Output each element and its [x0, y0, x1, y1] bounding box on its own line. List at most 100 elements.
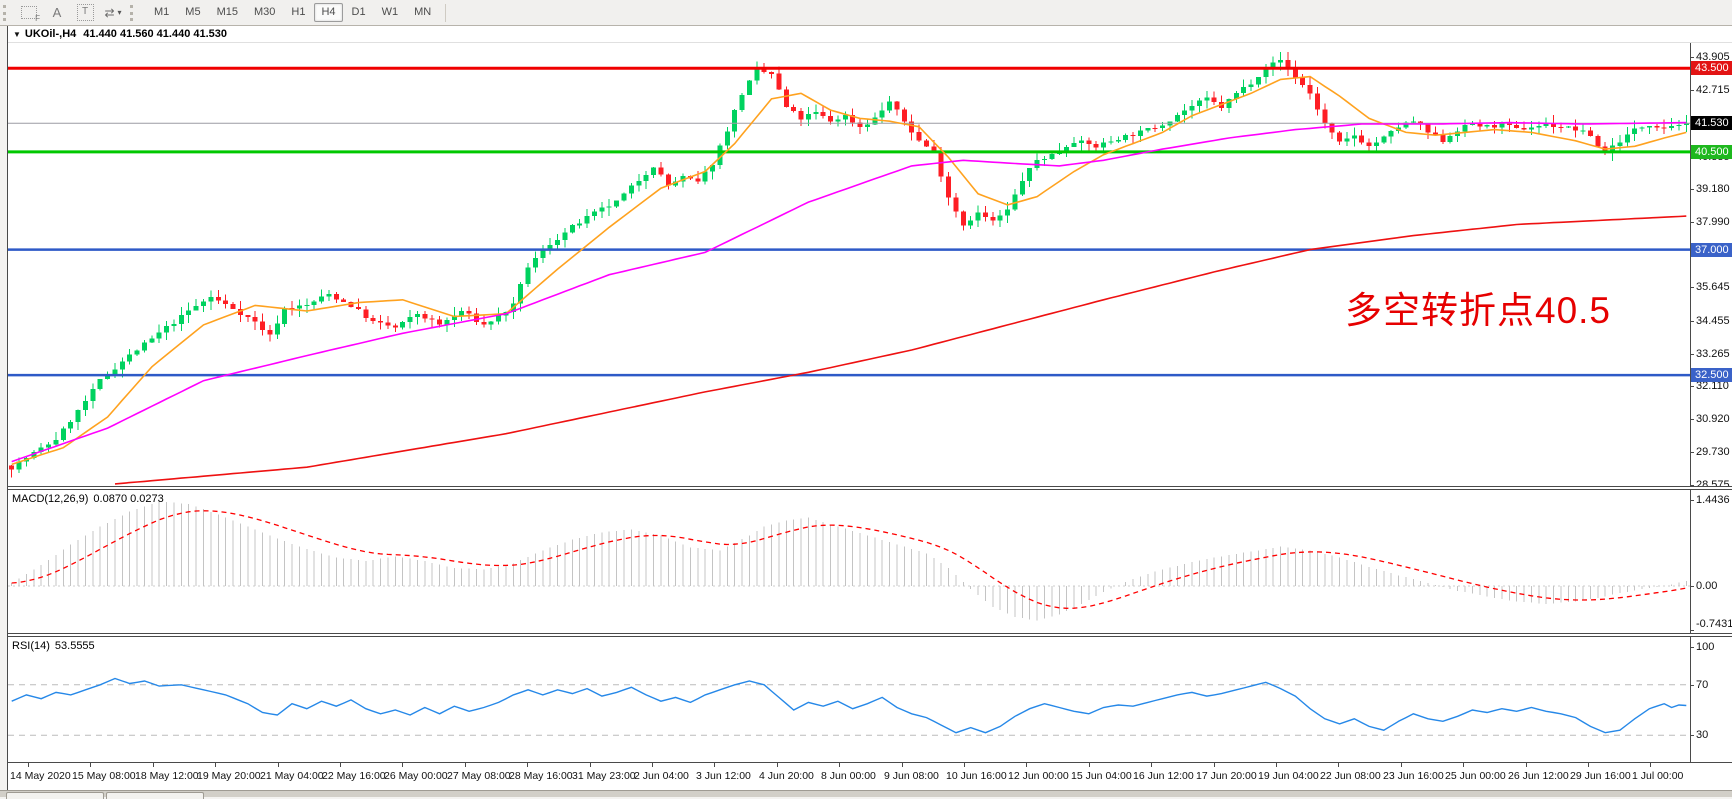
panel-splitter-rsi[interactable] [8, 633, 1732, 637]
time-tick-label: 1 Jul 00:00 [1632, 770, 1684, 782]
timeframe-button-h1[interactable]: H1 [291, 6, 306, 18]
time-tick-label: 26 May 00:00 [384, 770, 448, 782]
price-badge: 37.000 [1691, 243, 1732, 257]
time-tick-mark [777, 763, 778, 767]
time-tick-label: 4 Jun 20:00 [759, 770, 814, 782]
price-tick-mark [1690, 222, 1694, 223]
price-tick-mark [1690, 189, 1694, 190]
grid-f-icon[interactable]: F [17, 3, 41, 23]
time-tick-label: 15 May 08:00 [72, 770, 136, 782]
price-tick-mark [1690, 485, 1694, 486]
time-tick-mark [964, 763, 965, 767]
panel-splitter-macd[interactable] [8, 486, 1732, 490]
time-axis[interactable]: 14 May 2020 15 May 08:00 18 May 12:00 19 Ma… [8, 762, 1732, 790]
time-tick-mark [1401, 763, 1402, 767]
chart-tab-bar [0, 790, 1732, 799]
price-tick-mark [1690, 354, 1694, 355]
time-tick-label: 27 May 08:00 [447, 770, 511, 782]
time-tick-mark [28, 763, 29, 767]
macd-name: MACD(12,26,9) [12, 493, 89, 505]
macd-values: 0.0870 0.0273 [93, 493, 164, 505]
timeframe-button-w1[interactable]: W1 [381, 6, 399, 18]
price-badge: 41.530 [1691, 116, 1732, 130]
time-tick-label: 8 Jun 00:00 [821, 770, 876, 782]
time-tick-mark [1588, 763, 1589, 767]
arrange-arrows-icon[interactable]: ⇄ ▾ [101, 3, 125, 23]
time-tick-mark [1338, 763, 1339, 767]
time-tick-label: 17 Jun 20:00 [1196, 770, 1257, 782]
time-tick-label: 19 Jun 04:00 [1258, 770, 1319, 782]
price-tick-label: 35.645 [1696, 281, 1730, 293]
ohlc-quotes-label: 41.440 41.560 41.440 41.530 [83, 28, 228, 40]
chart-tab[interactable] [106, 792, 204, 799]
price-badge: 43.500 [1691, 61, 1732, 75]
price-scale-border [1690, 42, 1691, 762]
time-tick-mark [90, 763, 91, 767]
time-tick-mark [839, 763, 840, 767]
chart-title-bar: ▼ UKOil-,H4 41.440 41.560 41.440 41.530 [8, 26, 1732, 43]
time-tick-label: 25 Jun 00:00 [1445, 770, 1506, 782]
macd-panel: MACD(12,26,9) 0.0870 0.0273 1.4436 0.00 -0.… [8, 490, 1732, 633]
macd-tick-mark [1690, 500, 1694, 501]
text-box-glyph: T [76, 4, 94, 21]
time-tick-label: 28 May 16:00 [509, 770, 573, 782]
time-tick-mark [1089, 763, 1090, 767]
timeframe-toolbar: M1 M5 M15 M30 H1 H4 D1 W1 MN [146, 3, 439, 22]
time-tick-mark [652, 763, 653, 767]
symbol-period-label: UKOil-,H4 [24, 28, 77, 40]
time-tick-label: 22 May 16:00 [322, 770, 386, 782]
dropdown-caret-icon[interactable]: ▾ [117, 8, 122, 17]
time-tick-mark [465, 763, 466, 767]
timeframe-button-h4[interactable]: H4 [314, 3, 343, 22]
symbol-dropdown-icon[interactable]: ▼ [13, 29, 21, 39]
main-chart-canvas[interactable] [8, 42, 1690, 486]
time-tick-mark [278, 763, 279, 767]
time-tick-mark [340, 763, 341, 767]
time-tick-mark [1026, 763, 1027, 767]
rsi-value: 53.5555 [54, 640, 95, 652]
timeframe-button-d1[interactable]: D1 [351, 6, 366, 18]
rsi-name: RSI(14) [12, 640, 50, 652]
price-badge: 32.500 [1691, 368, 1732, 382]
time-tick-label: 22 Jun 08:00 [1320, 770, 1381, 782]
chart-window: ▼ UKOil-,H4 41.440 41.560 41.440 41.530 … [7, 26, 1732, 790]
timeframe-button-m1[interactable]: M1 [154, 6, 170, 18]
time-tick-label: 18 May 12:00 [135, 770, 199, 782]
timeframe-button-m15[interactable]: M15 [216, 6, 238, 18]
price-tick-label: 43.905 [1696, 51, 1730, 63]
rsi-tick-mark [1690, 685, 1694, 686]
timeframe-button-m30[interactable]: M30 [253, 6, 276, 18]
time-tick-mark [590, 763, 591, 767]
text-label-glyph: A [52, 5, 62, 20]
rsi-tick-label: 100 [1696, 641, 1715, 653]
time-tick-mark [527, 763, 528, 767]
timeframe-button-mn[interactable]: MN [414, 6, 432, 18]
grid-box-icon [21, 6, 37, 19]
time-tick-label: 19 May 20:00 [197, 770, 261, 782]
macd-tick-label: -0.7431 [1696, 618, 1732, 630]
toolbar-drag-handle[interactable] [130, 4, 137, 21]
time-tick-mark [153, 763, 154, 767]
price-tick-mark [1690, 321, 1694, 322]
time-tick-label: 21 May 04:00 [260, 770, 324, 782]
rsi-tick-mark [1690, 735, 1694, 736]
timeframe-button-m5[interactable]: M5 [185, 6, 201, 18]
macd-chart-canvas[interactable] [8, 490, 1690, 633]
text-box-icon[interactable]: T [73, 3, 97, 23]
rsi-tick-label: 70 [1696, 679, 1709, 691]
toolbar-drag-handle[interactable] [3, 4, 10, 21]
chart-tab[interactable] [6, 792, 104, 799]
main-price-panel: 多空转折点40.5 43.90542.71541.52540.33539.180… [8, 42, 1732, 491]
text-label-icon[interactable]: A [45, 3, 69, 23]
price-tick-label: 30.920 [1696, 413, 1730, 425]
time-tick-label: 29 Jun 16:00 [1570, 770, 1631, 782]
time-tick-label: 3 Jun 12:00 [696, 770, 751, 782]
macd-tick-mark [1690, 586, 1694, 587]
time-tick-label: 15 Jun 04:00 [1071, 770, 1132, 782]
time-tick-label: 31 May 23:00 [572, 770, 636, 782]
rsi-chart-canvas[interactable] [8, 637, 1690, 762]
time-tick-label: 12 Jun 00:00 [1008, 770, 1069, 782]
price-tick-mark [1690, 57, 1694, 58]
rsi-label: RSI(14) 53.5555 [12, 640, 100, 652]
